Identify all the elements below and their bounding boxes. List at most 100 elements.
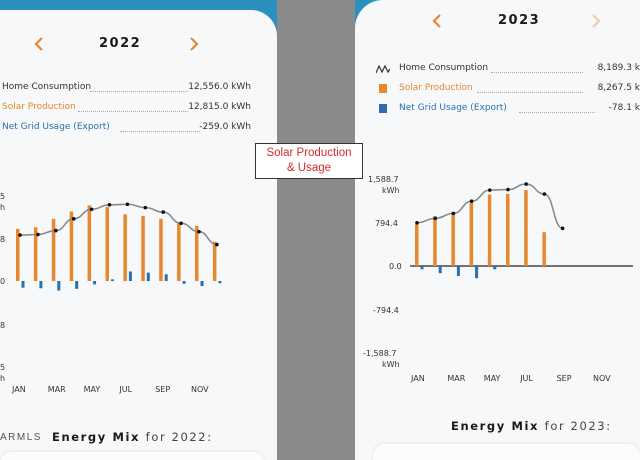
legend-label-grid: Net Grid Usage (Export) xyxy=(2,122,110,132)
grid-bar xyxy=(111,279,114,281)
home-consumption-point xyxy=(18,233,22,237)
y-tick-label: 794.4 xyxy=(375,219,398,228)
x-tick-label: JAN xyxy=(410,374,425,383)
chevron-right-icon[interactable] xyxy=(187,36,201,52)
legend-value-solar: 8,267.5 k xyxy=(597,83,640,93)
leader-dots xyxy=(90,91,188,92)
energy-mix-label: Energy Mix xyxy=(52,430,141,444)
year-selector-2023: 2023 xyxy=(355,13,640,33)
solar-bar xyxy=(123,214,127,281)
home-consumption-point xyxy=(143,205,148,210)
energy-mix-heading-2023: Energy Mix for 2023: xyxy=(451,419,612,433)
x-tick-label: JUL xyxy=(519,374,533,383)
grid-bar xyxy=(420,266,424,270)
y-tick-label: 8 xyxy=(0,235,5,244)
home-consumption-point xyxy=(542,192,547,196)
grid-bar xyxy=(164,274,168,281)
legend-value-grid: -259.0 kWh xyxy=(199,122,251,132)
window-gutter xyxy=(277,0,355,460)
legend-label-grid: Net Grid Usage (Export) xyxy=(399,103,507,113)
legend-net-grid: Net Grid Usage (Export) -78.1 k xyxy=(355,101,640,117)
solar-bar xyxy=(469,202,474,266)
right-screenshot-2023: 2023 Home Consumption 8,189.3 k Solar Pr… xyxy=(355,0,640,460)
grid-bar xyxy=(39,281,43,289)
grid-bar xyxy=(456,266,460,276)
energy-mix-year: for 2022: xyxy=(145,430,213,444)
home-consumption-point xyxy=(36,232,40,237)
grid-bar xyxy=(75,281,79,289)
legend-home-consumption: Home Consumption 12,556.0 kWh xyxy=(0,80,277,96)
year-label: 2023 xyxy=(498,13,541,28)
solar-bar xyxy=(69,211,74,281)
y-tick-label: 5 xyxy=(0,363,5,372)
y-tick-label: 5 xyxy=(0,192,5,201)
grid-bar xyxy=(21,281,25,288)
solar-swatch xyxy=(379,84,387,93)
home-consumption-point xyxy=(469,199,474,203)
legend-net-grid: Net Grid Usage (Export) -259.0 kWh xyxy=(0,120,277,136)
energy-card-2022: 2022 Home Consumption 12,556.0 kWh Solar… xyxy=(0,10,277,460)
overlay-title-box: Solar Production & Usage xyxy=(255,143,363,179)
solar-bar xyxy=(51,218,56,281)
y-tick-label: 0 xyxy=(0,277,5,286)
grid-bar xyxy=(128,271,132,281)
solar-bar xyxy=(105,207,109,281)
home-consumption-point xyxy=(71,217,76,221)
home-consumption-point xyxy=(451,211,456,216)
legend-value-grid: -78.1 k xyxy=(608,103,640,113)
solar-bar xyxy=(33,227,38,281)
y-unit-label: h xyxy=(0,374,5,383)
overlay-title-line: Solar Production xyxy=(266,147,352,159)
x-tick-label: MAR xyxy=(447,374,465,383)
home-consumption-point xyxy=(161,210,165,214)
x-tick-label: NOV xyxy=(191,385,209,394)
y-tick-label: 8 xyxy=(0,321,5,330)
leader-dots xyxy=(120,131,200,132)
legend-value-home: 12,556.0 kWh xyxy=(188,82,251,92)
legend-label-solar: Solar Production xyxy=(399,83,473,93)
y-tick-label: 1,588.7 xyxy=(368,175,399,184)
chevron-left-icon[interactable] xyxy=(430,13,444,29)
x-tick-label: MAR xyxy=(48,385,66,394)
home-consumption-point xyxy=(107,203,112,207)
grid-bar xyxy=(493,266,497,270)
chevron-left-icon[interactable] xyxy=(32,36,46,52)
legend-solar-production: Solar Production 12,815.0 kWh xyxy=(0,100,277,116)
grid-bar xyxy=(200,281,204,287)
solar-bar xyxy=(433,216,437,266)
leader-dots xyxy=(477,92,583,93)
watermark-text: ARMLS xyxy=(0,432,42,443)
solar-bar xyxy=(524,190,528,266)
x-tick-label: JAN xyxy=(11,385,26,394)
chevron-right-icon[interactable] xyxy=(589,13,603,29)
home-consumption-point xyxy=(433,216,437,221)
leader-dots xyxy=(519,112,595,113)
home-consumption-point xyxy=(524,182,528,186)
solar-bar xyxy=(159,218,163,281)
energy-mix-card xyxy=(373,444,640,460)
energy-mix-heading-2022: Energy Mix for 2022: xyxy=(52,430,213,444)
y-tick-label: 0.0 xyxy=(389,262,402,271)
left-screenshot-2022: nara 2022 Home Consumption 12,556.0 kWh … xyxy=(0,0,277,460)
chart-2022: 5 h 8 0 8 5 h JAN MAR MAY JUL SEP NOV xyxy=(0,192,222,394)
home-consumption-point xyxy=(506,187,510,192)
solar-bar xyxy=(16,228,20,281)
x-tick-label: NOV xyxy=(593,374,611,383)
home-consumption-point xyxy=(125,202,130,207)
solar-bar xyxy=(177,223,181,281)
legend-label-home: Home Consumption xyxy=(2,82,92,92)
leader-dots xyxy=(78,111,188,112)
solar-bar xyxy=(195,226,199,281)
x-tick-label: MAY xyxy=(484,374,501,383)
x-tick-label: MAY xyxy=(84,385,101,394)
x-tick-label: SEP xyxy=(155,385,170,394)
grid-bar xyxy=(218,281,222,284)
grid-bar xyxy=(475,266,479,279)
x-tick-label: SEP xyxy=(557,374,572,383)
grid-bar xyxy=(93,281,97,285)
home-consumption-point xyxy=(179,221,183,226)
grid-bar xyxy=(146,272,150,281)
solar-bar xyxy=(212,241,217,281)
energy-card-2023: 2023 Home Consumption 8,189.3 k Solar Pr… xyxy=(355,0,640,460)
home-consumption-point xyxy=(415,220,419,225)
